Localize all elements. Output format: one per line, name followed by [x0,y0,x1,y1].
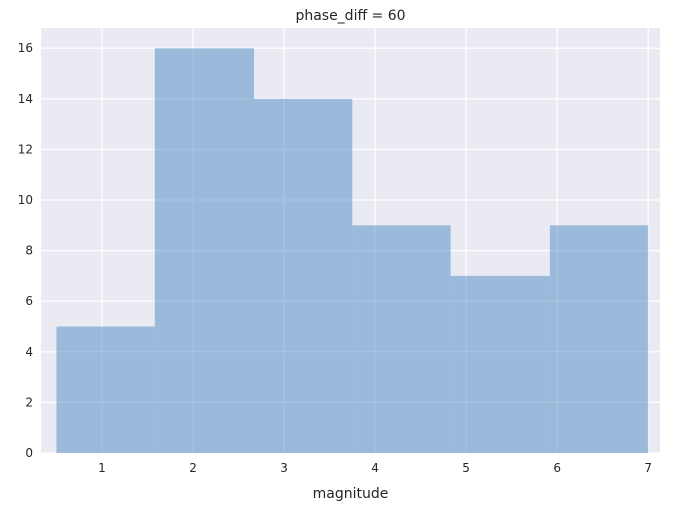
y-tick-label-1: 2 [25,395,33,409]
x-tick-label-0: 1 [98,461,106,475]
y-tick-label-5: 10 [18,193,33,207]
x-axis-label: magnitude [313,486,389,502]
histogram-bars [56,48,649,453]
x-tick-label-1: 2 [189,461,197,475]
histogram-bar-0 [56,326,155,453]
x-tick-label-3: 4 [371,461,379,475]
y-tick-label-2: 4 [25,345,33,359]
x-tick-labels: 1 2 3 4 5 6 7 [98,461,652,475]
x-tick-label-5: 6 [553,461,561,475]
y-tick-label-0: 0 [25,446,33,460]
y-tick-label-8: 16 [18,41,33,55]
y-tick-label-3: 6 [25,294,33,308]
x-tick-label-6: 7 [644,461,652,475]
histogram-bar-4 [450,275,550,453]
histogram-bar-1 [154,48,255,453]
histogram-bar-5 [549,225,649,453]
y-tick-labels: 0 2 4 6 8 10 12 14 16 [18,41,33,460]
y-tick-label-4: 8 [25,244,33,258]
chart-title: phase_diff = 60 [295,8,405,24]
histogram-bar-2 [254,98,353,453]
y-tick-label-7: 14 [18,92,33,106]
x-tick-label-4: 5 [462,461,470,475]
x-tick-label-2: 3 [280,461,288,475]
histogram-bar-3 [352,225,451,453]
y-tick-label-6: 12 [18,142,33,156]
